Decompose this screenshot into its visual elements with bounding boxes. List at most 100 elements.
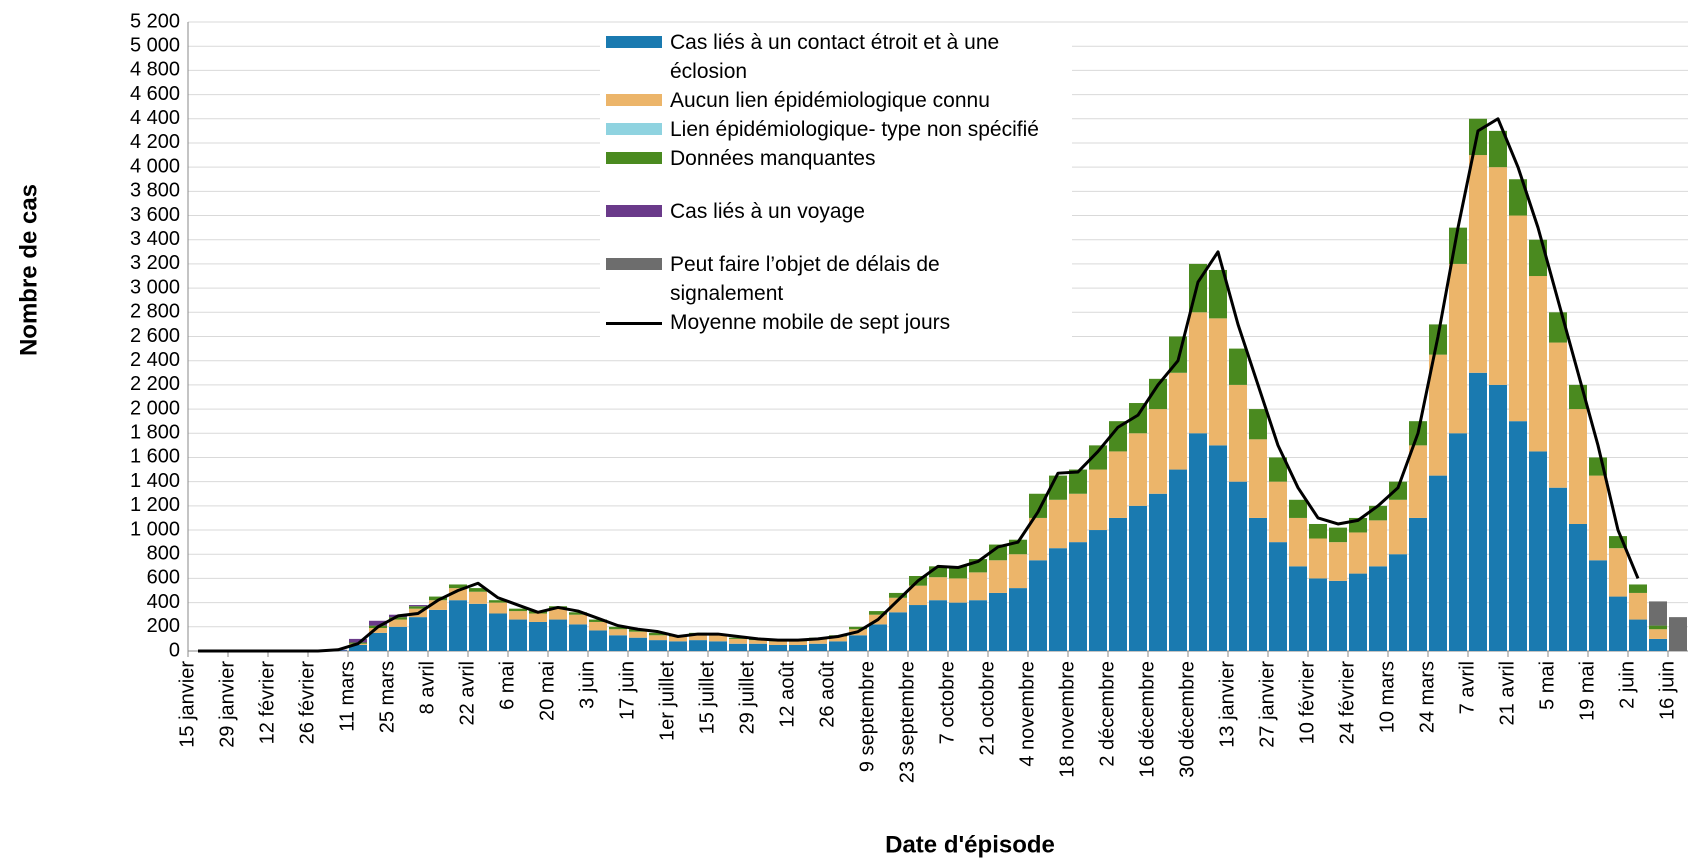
bar-segment <box>449 584 467 589</box>
bar-segment <box>1449 433 1467 651</box>
bar-segment <box>909 605 927 651</box>
x-tick-label: 4 novembre <box>1016 661 1038 767</box>
bar-segment <box>369 620 387 626</box>
y-tick-label: 3 000 <box>130 276 180 298</box>
x-tick-label: 2 décembre <box>1096 661 1118 767</box>
x-tick-label: 24 mars <box>1416 661 1438 733</box>
bar-segment <box>1169 372 1187 470</box>
bar-segment <box>1649 601 1667 626</box>
y-tick-label: 4 800 <box>130 59 180 81</box>
bar-segment <box>1169 469 1187 651</box>
bar-segment <box>809 638 827 644</box>
bar-segment <box>1389 554 1407 651</box>
bar-segment <box>1029 493 1047 518</box>
bar-segment <box>1369 505 1387 521</box>
legend-label: Lien épidémiologique- type non spécifié <box>670 118 1039 141</box>
y-tick-label: 2 200 <box>130 373 180 395</box>
bar-segment <box>409 606 427 609</box>
bar-segment <box>1329 542 1347 581</box>
bar-segment <box>1029 517 1047 561</box>
bar-segment <box>1489 130 1507 168</box>
bar-segment <box>869 611 887 615</box>
bar-segment <box>349 638 367 643</box>
bar-segment <box>809 643 827 651</box>
bar-segment <box>749 640 767 644</box>
x-tick-label: 1er juillet <box>656 661 678 741</box>
y-tick-label: 2 000 <box>130 397 180 419</box>
legend-label: Aucun lien épidémiologique connu <box>670 89 990 112</box>
x-tick-label: 26 février <box>296 661 318 745</box>
y-tick-label: 4 600 <box>130 83 180 105</box>
x-tick-label: 13 janvier <box>1216 661 1238 748</box>
y-tick-label: 3 800 <box>130 180 180 202</box>
bar-segment <box>1569 523 1587 651</box>
bar-segment <box>1649 629 1667 639</box>
y-tick-label: 1 600 <box>130 446 180 468</box>
x-tick-label: 23 septembre <box>896 661 918 783</box>
bar-segment <box>589 619 607 622</box>
bar-segment <box>1349 573 1367 651</box>
legend-item: Données manquantes <box>606 144 1066 173</box>
y-tick-label: 2 400 <box>130 349 180 371</box>
x-tick-label: 18 novembre <box>1056 661 1078 778</box>
bar-segment <box>1609 548 1627 597</box>
bar-segment <box>1369 520 1387 567</box>
bar-segment <box>1329 527 1347 543</box>
bar-segment <box>1229 481 1247 651</box>
bar-segment <box>889 612 907 651</box>
x-tick-label: 21 avril <box>1496 661 1518 725</box>
bar-segment <box>609 635 627 651</box>
y-tick-label: 3 400 <box>130 228 180 250</box>
legend-label: Moyenne mobile de sept jours <box>670 311 951 334</box>
legend-label: Peut faire l’objet de délais de signalem… <box>670 253 940 305</box>
bar-segment <box>1149 493 1167 651</box>
bar-segment <box>1049 499 1067 549</box>
bar-segment <box>1409 445 1427 518</box>
y-tick-label: 4 400 <box>130 107 180 129</box>
bar-segment <box>389 617 407 620</box>
bar-segment <box>1209 445 1227 651</box>
x-tick-label: 6 mai <box>496 661 518 710</box>
bar-segment <box>649 635 667 641</box>
bar-segment <box>769 641 787 645</box>
bar-segment <box>429 596 447 601</box>
y-tick-label: 600 <box>147 567 180 589</box>
legend-swatch <box>606 205 662 217</box>
bar-segment <box>849 626 867 630</box>
bar-segment <box>389 626 407 651</box>
bar-segment <box>1229 348 1247 385</box>
bar-segment <box>1489 167 1507 385</box>
bar-segment <box>489 613 507 651</box>
legend-item: Aucun lien épidémiologique connu <box>606 86 1066 115</box>
bar-segment <box>1549 487 1567 651</box>
bar-segment <box>529 613 547 622</box>
bar-segment <box>1629 592 1647 620</box>
bar-segment <box>1489 384 1507 651</box>
bar-segment <box>1429 354 1447 476</box>
y-tick-label: 1 200 <box>130 494 180 516</box>
moving-average-line <box>198 117 1640 653</box>
legend-swatch <box>606 36 662 48</box>
bar-segment <box>1049 548 1067 651</box>
bar-segment <box>1569 409 1587 524</box>
x-tick-label: 24 février <box>1336 661 1358 745</box>
bar-segment <box>889 592 907 598</box>
bar-segment <box>1469 155 1487 373</box>
y-tick-label: 2 800 <box>130 301 180 323</box>
bar-segment <box>1089 445 1107 470</box>
bar-segment <box>1209 269 1227 319</box>
bar-segment <box>389 619 407 627</box>
bar-segment <box>989 560 1007 593</box>
bar-segment <box>369 628 387 633</box>
bar-segment <box>1509 179 1527 216</box>
legend: Cas liés à un contact étroit et à une éc… <box>600 24 1072 341</box>
bar-segment <box>789 641 807 645</box>
y-tick-label: 2 600 <box>130 325 180 347</box>
x-tick-label: 17 juin <box>616 661 638 720</box>
bar-segment <box>1509 215 1527 422</box>
x-tick-label: 29 juillet <box>736 661 758 735</box>
x-tick-label: 10 février <box>1296 661 1318 745</box>
bar-segment <box>969 572 987 601</box>
bar-segment <box>429 609 447 651</box>
legend-swatch <box>606 94 662 106</box>
